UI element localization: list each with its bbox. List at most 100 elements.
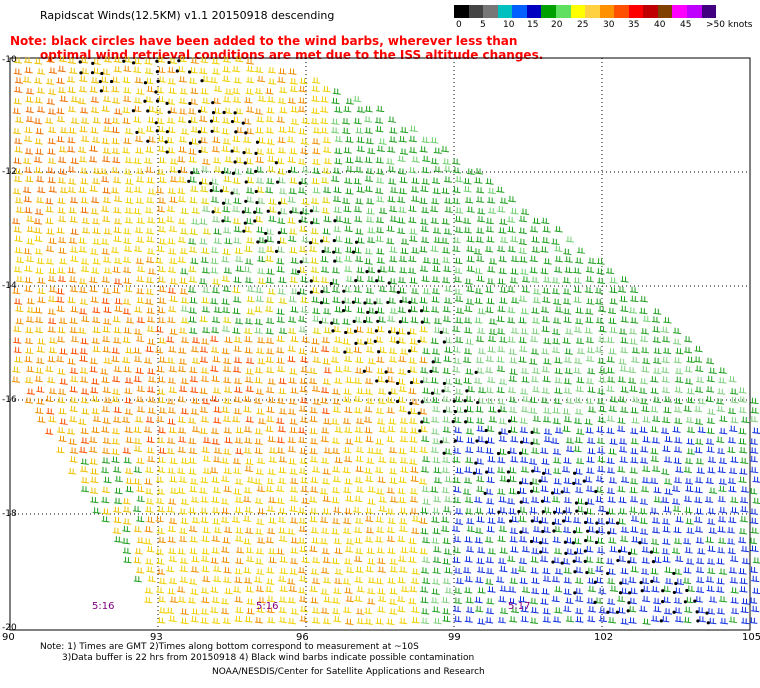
- wind-barb: [254, 397, 263, 405]
- wind-barb: [59, 418, 68, 425]
- wind-barb: [388, 456, 397, 464]
- wind-barb: [466, 245, 475, 253]
- wind-barb: [156, 205, 165, 213]
- wind-barb: [378, 285, 387, 293]
- wind-barb: [575, 385, 584, 393]
- wind-barb: [331, 528, 340, 535]
- wind-barb: [276, 316, 285, 323]
- wind-barb: [607, 598, 616, 605]
- wind-barb: [155, 586, 165, 594]
- contamination-circle: [696, 619, 700, 623]
- wind-barb: [12, 287, 21, 295]
- wind-barb: [265, 586, 274, 593]
- wind-barb: [323, 418, 332, 425]
- contamination-circle: [563, 540, 568, 544]
- wind-barb: [355, 255, 364, 263]
- wind-barb: [35, 407, 44, 415]
- wind-barb: [167, 407, 176, 414]
- wind-barb: [276, 308, 285, 315]
- contamination-circle: [354, 341, 358, 345]
- wind-barb: [376, 248, 385, 255]
- contamination-circle: [420, 320, 424, 324]
- wind-barb: [166, 607, 175, 615]
- wind-barb: [529, 255, 538, 263]
- wind-barb: [133, 575, 142, 583]
- contamination-circle: [78, 60, 82, 64]
- wind-barb: [266, 606, 275, 614]
- wind-barb: [377, 476, 386, 484]
- wind-barb: [587, 437, 596, 445]
- wind-barb: [133, 525, 142, 533]
- wind-barb: [255, 156, 264, 164]
- wind-barb: [167, 287, 176, 294]
- contamination-circle: [310, 221, 314, 225]
- wind-barb: [652, 465, 661, 473]
- wind-barb: [289, 247, 298, 254]
- wind-barb: [244, 616, 253, 623]
- wind-barb: [554, 306, 564, 313]
- wind-barb: [540, 267, 549, 275]
- wind-barb: [399, 426, 409, 434]
- wind-barb: [620, 386, 629, 393]
- wind-barb: [399, 525, 408, 533]
- wind-barb: [223, 448, 232, 455]
- wind-barb: [574, 397, 583, 404]
- wind-barb: [113, 337, 122, 344]
- wind-barb: [145, 227, 154, 235]
- wind-barb: [70, 228, 79, 235]
- wind-barb: [300, 366, 309, 373]
- contamination-circle: [233, 160, 237, 164]
- wind-barb: [738, 396, 747, 403]
- wind-barb: [211, 535, 220, 543]
- wind-barb: [254, 327, 263, 334]
- wind-barb: [47, 157, 56, 165]
- contamination-circle: [593, 600, 597, 604]
- wind-barb: [320, 588, 329, 595]
- colorbar-tick-label: 15: [527, 20, 539, 30]
- wind-barb: [497, 206, 506, 213]
- wind-barb: [33, 218, 43, 225]
- contamination-circle: [277, 240, 281, 244]
- wind-barb: [308, 245, 318, 253]
- wind-barb: [92, 258, 101, 265]
- wind-barb: [499, 475, 508, 483]
- wind-barb: [245, 458, 254, 465]
- contamination-circle: [155, 70, 159, 74]
- contamination-circle: [615, 610, 620, 614]
- wind-barb: [671, 485, 681, 493]
- wind-barb: [585, 485, 595, 493]
- wind-barb: [485, 447, 494, 455]
- wind-barb: [278, 527, 287, 534]
- wind-barb: [48, 88, 57, 95]
- wind-barb: [287, 355, 296, 363]
- wind-barb: [596, 557, 605, 564]
- wind-barb: [220, 607, 230, 615]
- wind-barb: [289, 228, 298, 235]
- wind-barb: [290, 257, 299, 264]
- wind-barb: [91, 426, 100, 434]
- wind-barb: [191, 357, 201, 365]
- wind-barb: [266, 268, 275, 275]
- contamination-circle: [607, 531, 611, 535]
- wind-barb: [374, 448, 384, 455]
- wind-barb: [499, 336, 508, 343]
- wind-barb: [267, 468, 276, 475]
- wind-barb: [454, 257, 463, 265]
- wind-barb: [741, 617, 750, 625]
- wind-barb: [123, 366, 132, 373]
- contamination-circle: [332, 239, 336, 243]
- wind-barb: [299, 386, 308, 393]
- wind-barb: [597, 547, 606, 554]
- wind-barb: [90, 468, 99, 475]
- longitude-label: 96: [296, 632, 309, 643]
- wind-barb: [125, 197, 134, 204]
- wind-barb: [123, 277, 132, 285]
- wind-barb: [36, 87, 45, 94]
- wind-barb: [466, 255, 475, 263]
- wind-barb: [135, 396, 145, 403]
- wind-barb: [332, 88, 341, 95]
- wind-barb: [343, 365, 352, 373]
- contamination-circle: [146, 139, 150, 143]
- wind-barb: [674, 615, 684, 623]
- wind-barb: [609, 546, 618, 553]
